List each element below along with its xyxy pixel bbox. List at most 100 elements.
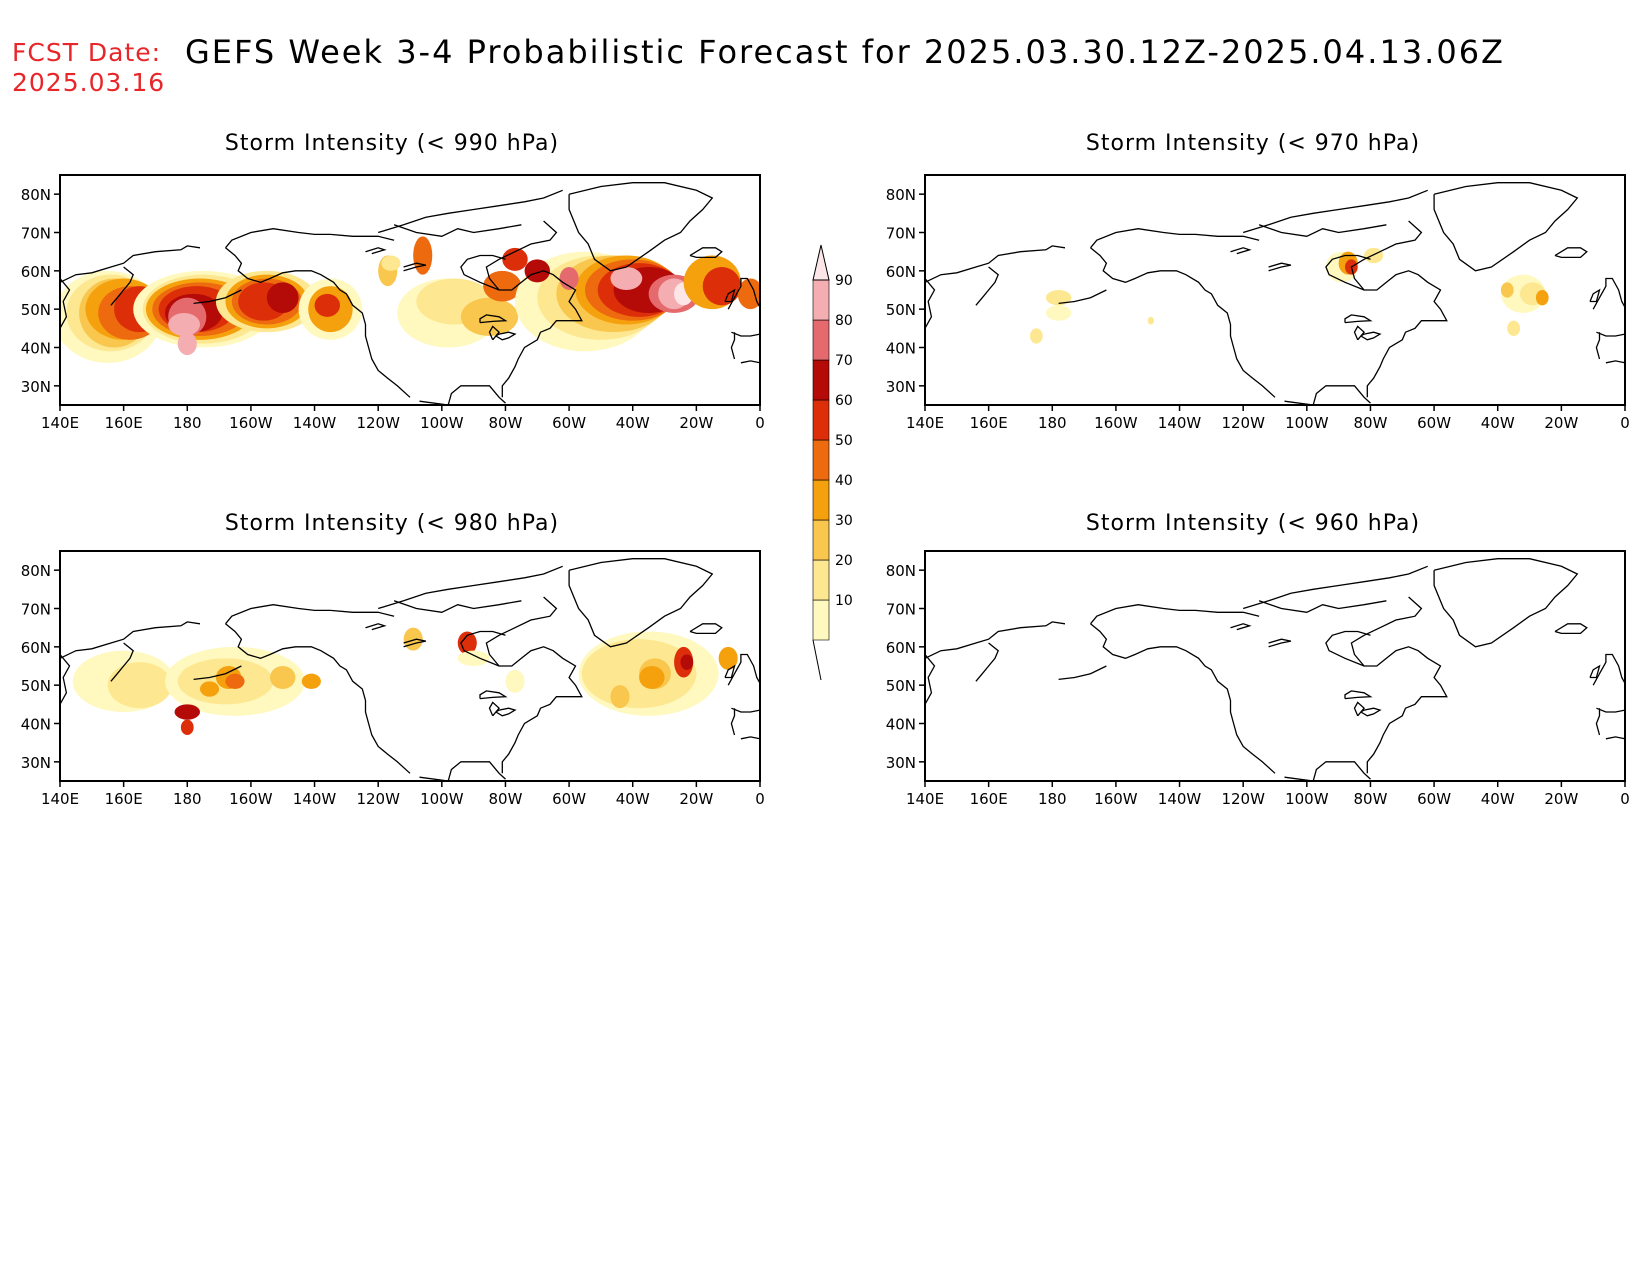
coastline <box>731 331 760 337</box>
lon-tick-label: 40W <box>1481 414 1515 432</box>
coastline <box>225 623 411 774</box>
coastline <box>568 558 714 648</box>
lat-tick-label: 50N <box>886 301 916 319</box>
coastline <box>1268 638 1292 648</box>
coastline <box>193 289 242 305</box>
lon-tick-label: 180 <box>173 790 202 808</box>
map-panel-980: 140E 160E 180 160W 140W 120W 100W 80W 60W 40W 20W 0… <box>21 550 765 808</box>
probability-area <box>610 267 643 290</box>
lon-tick-label: 0 <box>1620 790 1630 808</box>
colorbar-label: 40 <box>835 473 853 489</box>
coastline <box>60 245 201 283</box>
probability-area <box>610 685 630 709</box>
map-frame <box>924 550 1626 782</box>
colorbar-label: 80 <box>835 313 853 329</box>
colorbar-swatch <box>812 244 830 281</box>
lon-tick-label: 120W <box>1221 790 1265 808</box>
coastline <box>495 331 517 341</box>
probability-area <box>460 297 519 337</box>
colorbar-swatch <box>812 479 830 521</box>
colorbar-label: 60 <box>835 393 853 409</box>
coastline <box>378 565 563 610</box>
lon-tick-label: 100W <box>420 790 464 808</box>
probability-area <box>524 259 550 283</box>
lon-tick-label: 60W <box>552 790 586 808</box>
coastline <box>1230 623 1252 631</box>
coastline <box>110 266 134 306</box>
lat-tick-label: 50N <box>21 677 51 695</box>
lon-tick-label: 20W <box>679 790 713 808</box>
coastline <box>925 278 936 329</box>
lat-tick-label: 40N <box>21 340 51 358</box>
lat-tick-label: 40N <box>886 716 916 734</box>
probability-area <box>180 719 194 735</box>
lat-tick-label: 70N <box>21 601 51 619</box>
lat-tick-label: 80N <box>886 562 916 580</box>
lon-tick-label: 120W <box>356 414 400 432</box>
coastline <box>1268 262 1292 272</box>
probability-area <box>483 270 522 302</box>
coastline <box>730 708 736 736</box>
coastline <box>403 262 427 272</box>
coastline <box>975 642 999 682</box>
lon-tick-label: 160E <box>970 790 1008 808</box>
coastline <box>419 761 506 781</box>
lon-tick-label: 140E <box>41 790 79 808</box>
coastline <box>1589 288 1601 303</box>
coastline <box>724 288 736 303</box>
coastline <box>1350 596 1448 774</box>
colorbar-swatch <box>812 359 830 401</box>
lon-tick-label: 80W <box>1353 790 1387 808</box>
lon-tick-label: 140W <box>293 790 337 808</box>
probability-area <box>270 666 296 689</box>
probability-area <box>680 654 694 670</box>
coastline <box>1350 220 1448 398</box>
coastline <box>1089 604 1260 625</box>
coastline <box>403 638 427 648</box>
lon-tick-label: 100W <box>1285 790 1329 808</box>
colorbar-label: 20 <box>835 553 853 569</box>
colorbar-label: 50 <box>835 433 853 449</box>
probability-area <box>639 666 665 689</box>
lon-tick-label: 160W <box>1094 790 1138 808</box>
coastline <box>1243 189 1428 234</box>
probability-area <box>1507 320 1520 337</box>
lon-tick-label: 140W <box>1158 790 1202 808</box>
lon-tick-label: 120W <box>1221 414 1265 432</box>
coastline <box>378 189 563 234</box>
lon-tick-label: 20W <box>1544 414 1578 432</box>
probability-area <box>168 313 200 336</box>
probability-area <box>505 669 525 693</box>
map-panel-960: 140E 160E 180 160W 140W 120W 100W 80W 60W 40W 20W 0… <box>886 550 1630 808</box>
probability-area <box>718 646 738 670</box>
coastline <box>393 224 522 237</box>
map-frame <box>924 174 1626 406</box>
probability-area <box>1045 290 1072 306</box>
coastline <box>1058 665 1107 681</box>
probability-area <box>413 236 433 275</box>
colorbar-swatch <box>812 279 830 321</box>
probability-area <box>1045 305 1072 321</box>
coastline <box>365 247 387 255</box>
lat-tick-label: 30N <box>21 754 51 772</box>
lon-tick-label: 140E <box>41 414 79 432</box>
panel-title-960: Storm Intensity (< 960 hPa) <box>1085 511 1421 536</box>
coastline <box>1325 630 1371 667</box>
map-panel-970: 140E 160E 180 160W 140W 120W 100W 80W 60W 40W 20W 0… <box>886 174 1630 432</box>
coastline <box>925 621 1066 659</box>
probability-area <box>266 282 299 313</box>
coastline <box>1595 332 1601 360</box>
lon-tick-label: 40W <box>616 414 650 432</box>
lon-tick-label: 60W <box>552 414 586 432</box>
lon-tick-label: 180 <box>1038 414 1067 432</box>
map-panel-990: 140E 160E 180 160W 140W 120W 100W 80W 60W 40W 20W 0… <box>21 174 765 432</box>
lon-tick-label: 180 <box>173 414 202 432</box>
lon-tick-label: 80W <box>1353 414 1387 432</box>
probability-area <box>381 255 401 271</box>
coastline <box>1344 314 1373 324</box>
coastline <box>925 654 936 705</box>
probability-area <box>225 673 245 689</box>
colorbar-swatch <box>812 599 830 641</box>
probability-area <box>177 332 197 356</box>
